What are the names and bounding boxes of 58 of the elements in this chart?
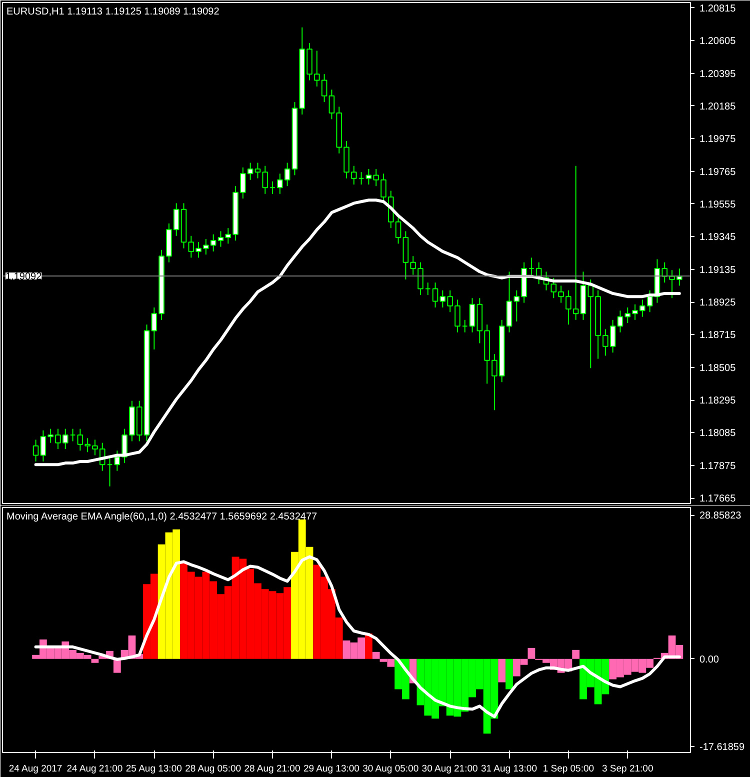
y-tick-label: 1.18295 bbox=[700, 396, 736, 407]
y-tick-label: 28.85823 bbox=[700, 510, 742, 522]
bar bbox=[498, 658, 506, 682]
candlestick bbox=[32, 439, 39, 462]
x-tick-label: 24 Aug 2017 bbox=[8, 764, 62, 774]
y-tick-label: 1.19765 bbox=[700, 166, 736, 178]
bar bbox=[91, 658, 99, 663]
y-tick-label: 1.18715 bbox=[700, 330, 736, 342]
y-tick-label: 1.20185 bbox=[700, 101, 736, 112]
y-tick-label: 1.20605 bbox=[700, 36, 736, 48]
candlestick bbox=[350, 165, 357, 186]
x-tick-label: 3 Sep 21:00 bbox=[602, 764, 654, 774]
x-tick-label: 31 Aug 13:00 bbox=[480, 764, 537, 774]
candlestick bbox=[514, 290, 520, 322]
y-tick-label: 0.00 bbox=[700, 654, 720, 666]
chart-title: EURUSD,H1 1.19113 1.19125 1.19089 1.19092 bbox=[6, 6, 220, 18]
candlestick bbox=[77, 428, 84, 452]
candlestick bbox=[432, 282, 438, 308]
x-tick-label: 28 Aug 05:00 bbox=[185, 764, 242, 774]
candlestick bbox=[528, 257, 534, 276]
x-tick-label: 30 Aug 05:00 bbox=[362, 764, 419, 774]
candlestick bbox=[40, 430, 46, 462]
line-series bbox=[34, 555, 681, 718]
y-tick-label: 1.19135 bbox=[700, 264, 736, 276]
y-tick-label: 1.19975 bbox=[700, 134, 736, 146]
candlestick bbox=[277, 173, 283, 194]
x-tick-label: 1 Sep 05:00 bbox=[542, 764, 594, 774]
chart-title: Moving Average EMA Angle(60,,1,0) 2.4532477 1.5659692 2.4532477 bbox=[6, 512, 318, 522]
bar bbox=[572, 650, 580, 659]
candlestick bbox=[469, 298, 476, 333]
y-tick-label: 1.18925 bbox=[700, 298, 736, 309]
x-tick-label: 24 Aug 21:00 bbox=[66, 764, 123, 774]
candlestick bbox=[424, 282, 431, 296]
candlestick bbox=[70, 428, 76, 442]
candlestick bbox=[106, 458, 113, 487]
y-tick-label: 1.19345 bbox=[700, 232, 736, 244]
y-tick-label: 1.17665 bbox=[700, 494, 736, 505]
y-tick-label: 1.18505 bbox=[700, 362, 736, 374]
y-tick-label: -17.61859 bbox=[700, 742, 745, 754]
ref-line-label: 1.19092 bbox=[6, 272, 42, 283]
y-tick-label: 1.19555 bbox=[700, 199, 736, 210]
y-tick-label: 1.20395 bbox=[700, 68, 736, 80]
candlestick bbox=[122, 428, 128, 464]
bar bbox=[528, 648, 536, 659]
y-tick-label: 1.20815 bbox=[700, 3, 736, 14]
bar bbox=[506, 658, 513, 690]
y-tick-label: 1.18085 bbox=[700, 428, 736, 440]
candlestick bbox=[646, 290, 653, 313]
x-tick-label: 28 Aug 21:00 bbox=[244, 764, 300, 774]
candlestick bbox=[270, 180, 276, 194]
x-tick-label: 25 Aug 13:00 bbox=[126, 764, 182, 774]
candlestick bbox=[358, 172, 364, 186]
bar bbox=[372, 652, 380, 659]
candlestick bbox=[284, 162, 290, 187]
candlestick bbox=[462, 319, 468, 333]
y-tick-label: 1.17875 bbox=[700, 460, 736, 472]
x-tick-label: 29 Aug 13:00 bbox=[303, 764, 360, 774]
x-tick-label: 30 Aug 21:00 bbox=[422, 764, 478, 774]
